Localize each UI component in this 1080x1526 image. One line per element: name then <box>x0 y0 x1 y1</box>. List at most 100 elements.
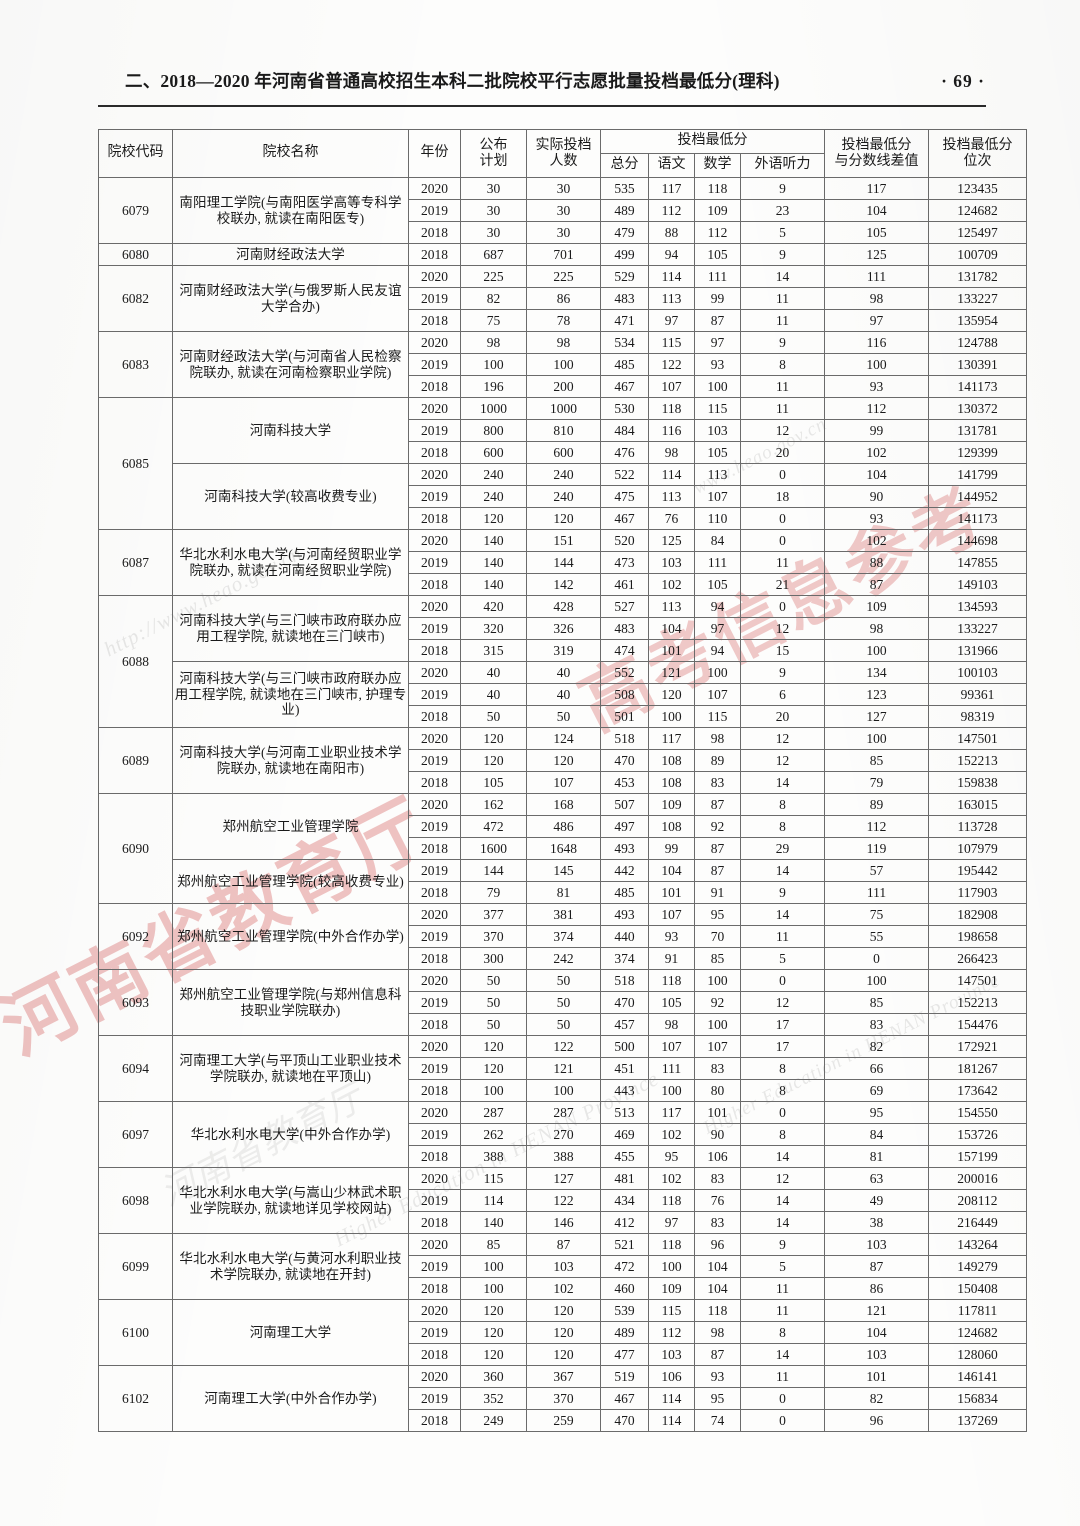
cell-math-score: 83 <box>694 1211 741 1234</box>
table-row: 2018 105 107 453 108 83 14 79 159838 <box>99 771 1027 794</box>
col-header-rank: 投档最低分 位次 <box>928 129 1027 178</box>
cell-chinese-score: 112 <box>648 1321 695 1344</box>
cell-score-line-diff: 104 <box>824 1321 929 1344</box>
cell-score-line-diff: 121 <box>824 1299 929 1322</box>
cell-year: 2018 <box>408 837 461 860</box>
cell-institution-code: 6092 <box>98 903 173 970</box>
table-row: 2019 240 240 475 113 107 18 90 144952 <box>99 485 1027 508</box>
table-row: 河南科技大学(与三门峡市政府联办应用工程学院, 就读地在三门峡市, 护理专业) 2… <box>99 661 1027 728</box>
cell-year: 2020 <box>408 265 461 288</box>
cell-rank: 195442 <box>928 859 1027 882</box>
cell-rank: 135954 <box>928 309 1027 332</box>
cell-rank: 113728 <box>928 815 1027 838</box>
cell-total-score: 451 <box>600 1057 649 1080</box>
cell-total-score: 440 <box>600 925 649 948</box>
cell-math-score: 93 <box>694 353 741 376</box>
cell-institution-name: 华北水利水电大学(与黄河水利职业技术学院联办, 就读地在开封) <box>172 1233 409 1300</box>
table-row: 2018 315 319 474 101 94 15 100 131966 <box>99 639 1027 662</box>
table-row: 6098 华北水利水电大学(与嵩山少林武术职业学院联办, 就读地详见学校网站) 20… <box>98 1167 1027 1234</box>
cell-rank: 107979 <box>928 837 1027 860</box>
cell-total-score: 412 <box>600 1211 649 1234</box>
cell-english-listening-score: 12 <box>740 991 825 1014</box>
cell-score-line-diff: 96 <box>824 1409 929 1432</box>
cell-institution-name: 河南科技大学(与三门峡市政府联办应用工程学院, 就读地在三门峡市, 护理专业) <box>172 661 409 728</box>
cell-total-score: 479 <box>600 221 649 244</box>
cell-english-listening-score: 0 <box>740 969 825 992</box>
cell-math-score: 100 <box>694 969 741 992</box>
cell-year: 2018 <box>408 243 461 266</box>
cell-actual: 146 <box>526 1211 601 1234</box>
cell-institution-code: 6093 <box>98 969 173 1036</box>
cell-plan: 377 <box>460 903 527 926</box>
cell-year: 2018 <box>408 1277 461 1300</box>
cell-english-listening-score: 8 <box>740 1057 825 1080</box>
cell-plan: 120 <box>460 727 527 750</box>
col-header-actual: 实际投档 人数 <box>526 129 601 178</box>
cell-total-score: 527 <box>600 595 649 618</box>
cell-actual: 50 <box>526 991 601 1014</box>
cell-chinese-score: 115 <box>648 1299 695 1322</box>
cell-math-score: 105 <box>694 441 741 464</box>
cell-chinese-score: 100 <box>648 1255 695 1278</box>
cell-actual: 86 <box>526 287 601 310</box>
cell-chinese-score: 101 <box>648 639 695 662</box>
cell-chinese-score: 112 <box>648 199 695 222</box>
cell-plan: 300 <box>460 947 527 970</box>
cell-total-score: 499 <box>600 243 649 266</box>
cell-score-line-diff: 112 <box>824 397 929 420</box>
cell-score-line-diff: 49 <box>824 1189 929 1212</box>
cell-score-line-diff: 93 <box>824 375 929 398</box>
cell-math-score: 111 <box>694 551 741 574</box>
cell-actual: 98 <box>526 331 601 354</box>
cell-english-listening-score: 23 <box>740 199 825 222</box>
col-header-plan-line2: 计划 <box>479 153 508 169</box>
col-header-plan: 公布 计划 <box>460 129 527 178</box>
cell-institution-name: 郑州航空工业管理学院 <box>172 793 409 860</box>
cell-year: 2019 <box>408 485 461 508</box>
cell-math-score: 95 <box>694 1387 741 1410</box>
cell-english-listening-score: 17 <box>740 1035 825 1058</box>
cell-actual: 428 <box>526 595 601 618</box>
cell-math-score: 85 <box>694 947 741 970</box>
cell-math-score: 115 <box>694 705 741 728</box>
cell-math-score: 110 <box>694 507 741 530</box>
cell-plan: 162 <box>460 793 527 816</box>
cell-chinese-score: 115 <box>648 331 695 354</box>
cell-plan: 114 <box>460 1189 527 1212</box>
cell-total-score: 520 <box>600 529 649 552</box>
cell-score-line-diff: 57 <box>824 859 929 882</box>
cell-actual: 120 <box>526 1299 601 1322</box>
cell-year: 2019 <box>408 991 461 1014</box>
cell-chinese-score: 98 <box>648 441 695 464</box>
cell-english-listening-score: 0 <box>740 595 825 618</box>
table-row: 6083 河南财经政法大学(与河南省人民检察院联办, 就读在河南检察职业学院) 20… <box>98 331 1027 398</box>
cell-math-score: 97 <box>694 617 741 640</box>
cell-english-listening-score: 12 <box>740 727 825 750</box>
cell-english-listening-score: 9 <box>740 243 825 266</box>
cell-english-listening-score: 8 <box>740 815 825 838</box>
cell-actual: 50 <box>526 705 601 728</box>
cell-english-listening-score: 9 <box>740 177 825 200</box>
cell-english-listening-score: 9 <box>740 661 825 684</box>
cell-total-score: 552 <box>600 661 649 684</box>
table-header-row-2: 总分 语文 数学 外语听力 <box>99 153 1027 178</box>
table-row: 2019 120 120 489 112 98 8 104 124682 <box>99 1321 1027 1344</box>
cell-score-line-diff: 69 <box>824 1079 929 1102</box>
cell-total-score: 489 <box>600 199 649 222</box>
cell-chinese-score: 100 <box>648 705 695 728</box>
cell-score-line-diff: 95 <box>824 1101 929 1124</box>
cell-total-score: 483 <box>600 287 649 310</box>
cell-math-score: 94 <box>694 595 741 618</box>
table-row: 2019 352 370 467 114 95 0 82 156834 <box>99 1387 1027 1410</box>
cell-score-line-diff: 75 <box>824 903 929 926</box>
cell-institution-name: 河南财经政法大学(与俄罗斯人民友谊大学合办) <box>172 265 409 332</box>
cell-actual: 1648 <box>526 837 601 860</box>
cell-rank: 144698 <box>928 529 1027 552</box>
cell-actual: 259 <box>526 1409 601 1432</box>
cell-rank: 134593 <box>928 595 1027 618</box>
cell-institution-code: 6085 <box>98 397 173 530</box>
cell-plan: 140 <box>460 529 527 552</box>
cell-english-listening-score: 0 <box>740 1101 825 1124</box>
cell-total-score: 481 <box>600 1167 649 1190</box>
cell-chinese-score: 97 <box>648 1211 695 1234</box>
